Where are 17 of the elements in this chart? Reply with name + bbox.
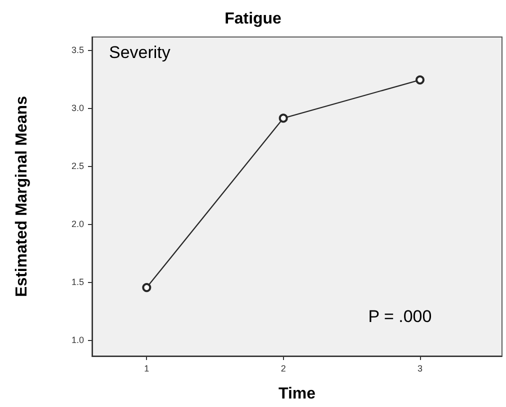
annotation: P = .000 <box>368 307 432 326</box>
y-tick-label: 2.0 <box>71 218 84 229</box>
y-tick-label: 3.0 <box>71 102 84 113</box>
y-axis-title: Estimated Marginal Means <box>14 96 30 297</box>
x-tick-label: 1 <box>144 364 150 374</box>
x-tick-label: 3 <box>417 364 423 374</box>
x-axis-title: Time <box>278 386 316 402</box>
chart-title: Fatigue <box>224 10 282 28</box>
y-tick-label: 2.5 <box>71 160 84 171</box>
annotation: Severity <box>109 43 171 62</box>
y-tick-label: 3.5 <box>71 44 84 55</box>
point <box>416 75 424 84</box>
y-tick-label: 1.0 <box>71 334 84 345</box>
x-tick-label: 2 <box>280 364 286 374</box>
y-tick-label: 1.5 <box>71 276 84 287</box>
point <box>142 283 152 292</box>
point <box>278 114 288 123</box>
